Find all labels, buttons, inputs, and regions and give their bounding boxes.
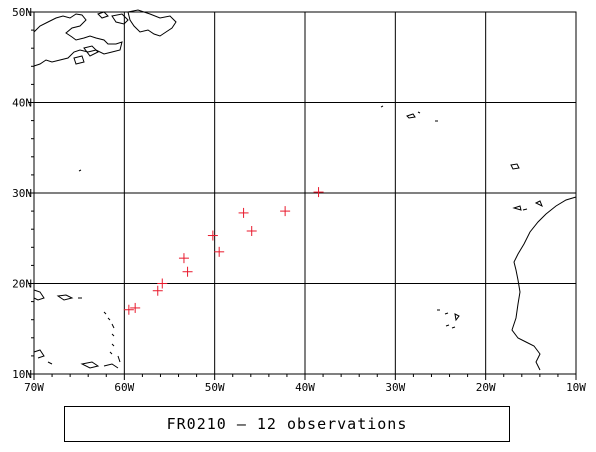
coastline xyxy=(33,9,577,371)
x-tick-label: 60W xyxy=(114,381,134,394)
observation-marker xyxy=(178,253,189,264)
map-plot: 70W 60W 50W 40W 30W 20W 10W 10N 20N 30N 40N 50N xyxy=(12,6,586,394)
y-tick-label: 10N xyxy=(12,368,32,381)
x-tick-label: 10W xyxy=(566,381,586,394)
y-tick-label: 30N xyxy=(12,187,32,200)
x-tick-label: 70W xyxy=(24,381,44,394)
grid-lines xyxy=(33,11,577,375)
y-tick-labels: 10N 20N 30N 40N 50N xyxy=(12,6,32,381)
caption-box: FR0210 – 12 observations xyxy=(64,406,510,442)
y-tick-label: 20N xyxy=(12,278,32,291)
caption-text: FR0210 – 12 observations xyxy=(166,415,408,433)
observation-marker xyxy=(182,266,193,277)
x-tick-label: 20W xyxy=(476,381,496,394)
observation-marker xyxy=(157,278,168,289)
observation-marker xyxy=(207,230,218,241)
observation-marker xyxy=(280,206,291,217)
observation-markers xyxy=(123,187,324,315)
x-tick-labels: 70W 60W 50W 40W 30W 20W 10W xyxy=(24,381,586,394)
y-tick-label: 40N xyxy=(12,97,32,110)
observation-marker xyxy=(238,207,249,218)
observation-marker xyxy=(123,304,134,315)
observation-marker xyxy=(246,226,257,237)
x-tick-label: 50W xyxy=(205,381,225,394)
y-tick-label: 50N xyxy=(12,6,32,19)
observation-marker xyxy=(130,302,141,313)
observation-marker xyxy=(214,246,225,257)
x-tick-label: 30W xyxy=(385,381,405,394)
x-tick-label: 40W xyxy=(295,381,315,394)
observation-marker xyxy=(313,187,324,198)
axis-ticks xyxy=(28,11,577,380)
observation-marker xyxy=(152,285,163,296)
